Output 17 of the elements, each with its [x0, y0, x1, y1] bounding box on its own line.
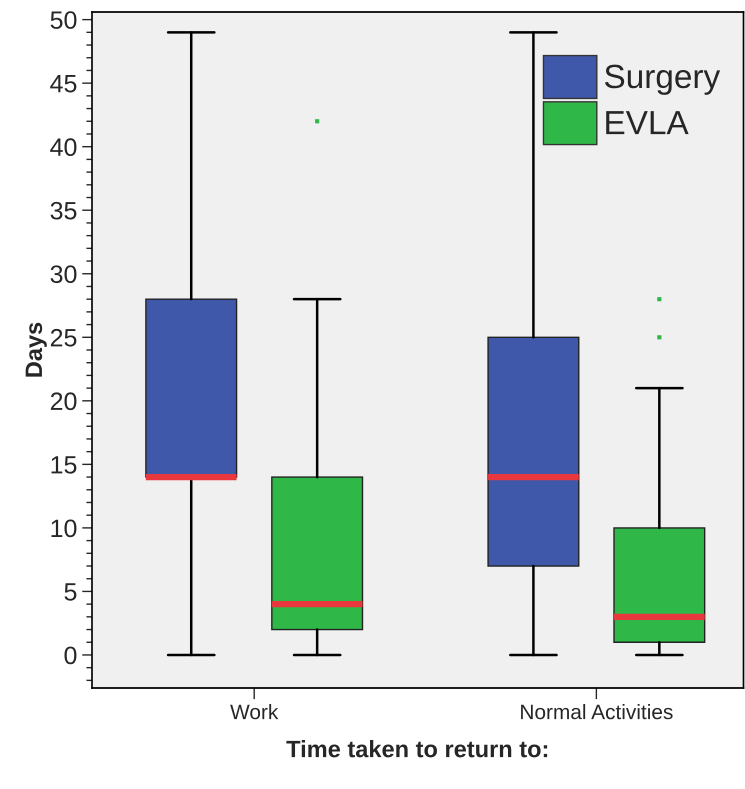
- y-tick-label: 35: [50, 202, 76, 220]
- legend-label: Surgery: [604, 64, 720, 95]
- y-tick-label: 50: [50, 11, 76, 29]
- y-tick-label: 30: [50, 265, 76, 284]
- y-tick-label: 0: [64, 646, 76, 664]
- y-tick-label: 45: [50, 75, 76, 92]
- legend-label: EVLA: [606, 111, 689, 134]
- y-axis-title: Days: [26, 322, 47, 377]
- x-tick-label: Work: [230, 704, 278, 720]
- x-tick-label: Normal Activities: [521, 704, 673, 720]
- y-tick-label: 5: [64, 583, 76, 601]
- x-axis-title: Time taken to return to:: [286, 740, 548, 758]
- y-tick-label: 25: [50, 328, 76, 347]
- y-tick-label: 20: [50, 392, 76, 410]
- y-tick-label: 10: [52, 519, 76, 538]
- y-tick-label: 15: [52, 456, 76, 474]
- y-tick-label: 40: [50, 138, 76, 156]
